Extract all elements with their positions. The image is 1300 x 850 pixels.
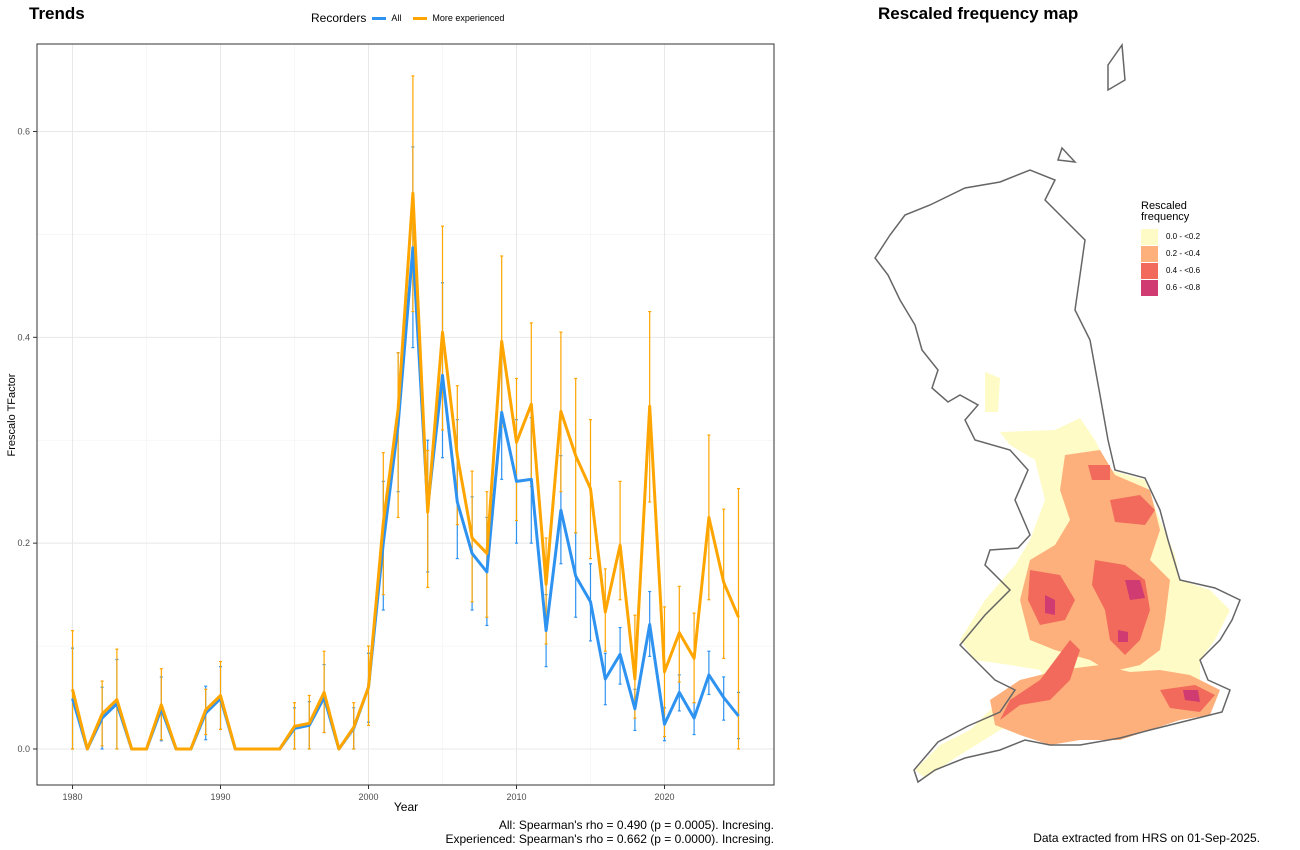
legend-item-all: All — [372, 13, 401, 23]
legend-swatch-experienced — [413, 16, 428, 20]
errorbar-more-experienced — [736, 488, 740, 750]
frequency-map — [874, 42, 1241, 784]
legend-title: Recorders — [311, 11, 367, 25]
x-tick-label: 2020 — [654, 792, 674, 802]
map-legend-label: 0.6 - <0.8 — [1166, 283, 1201, 292]
map-legend-swatch — [1141, 245, 1158, 262]
legend-label-all: All — [391, 13, 402, 23]
y-tick-label: 0.4 — [17, 332, 30, 342]
errorbar-more-experienced — [618, 480, 622, 601]
x-tick-label: 2000 — [358, 792, 378, 802]
map-legend-swatch — [1141, 262, 1158, 279]
legend-swatch-all — [372, 16, 387, 20]
stats-all-text: All: Spearman's rho = 0.490 (p = 0.0005)… — [498, 818, 774, 832]
map-legend-label: 0.2 - <0.4 — [1166, 249, 1201, 258]
trends-panel-title: Trends — [29, 4, 85, 23]
line-layer — [71, 191, 740, 751]
map-legend: Rescaled frequency 0.0 - <0.2 0.2 - <0.4… — [1141, 201, 1211, 296]
series-line-more-experienced — [71, 191, 740, 751]
x-tick-label: 1980 — [63, 792, 83, 802]
trend-chart: 1980 1990 2000 2010 2020 0.0 0.2 0.4 0.6 Year Fr… — [6, 43, 775, 814]
map-legend-swatch — [1141, 279, 1158, 296]
stats-experienced-text: Experienced: Spearman's rho = 0.662 (p =… — [445, 832, 775, 846]
map-legend-title: Rescaled frequency — [1141, 200, 1190, 223]
series-legend: Recorders All More experienced — [311, 11, 516, 25]
errorbar-more-experienced — [426, 449, 430, 589]
map-panel-title: Rescaled frequency map — [878, 4, 1079, 23]
legend-label-experienced: More experienced — [432, 13, 505, 23]
map-fill-high — [1045, 580, 1200, 702]
y-tick-label: 0.2 — [17, 538, 30, 548]
errorbar-more-experienced — [514, 377, 518, 522]
map-legend-row: 0.4 - <0.6 — [1141, 262, 1211, 279]
y-tick-label: 0.6 — [17, 126, 30, 136]
source-note: Data extracted from HRS on 01-Sep-2025. — [1033, 831, 1260, 845]
x-tick-label: 2010 — [506, 792, 526, 802]
coastline-outline — [874, 42, 1241, 784]
map-fill-mid-high — [1000, 465, 1215, 720]
plot-panel-background — [37, 44, 774, 785]
map-legend-label: 0.0 - <0.2 — [1166, 232, 1201, 241]
axis-layer: 1980 1990 2000 2010 2020 0.0 0.2 0.4 0.6 — [17, 126, 674, 802]
map-legend-row: 0.6 - <0.8 — [1141, 279, 1211, 296]
errorbar-more-experienced — [440, 225, 444, 431]
map-legend-swatch — [1141, 228, 1158, 245]
y-tick-label: 0.0 — [17, 744, 30, 754]
errorbar-all — [707, 650, 711, 696]
y-axis-title: Frescalo TFactor — [6, 373, 18, 456]
map-legend-row: 0.2 - <0.4 — [1141, 245, 1211, 262]
statistics-note: All: Spearman's rho = 0.490 (p = 0.0005)… — [174, 818, 775, 846]
legend-item-experienced: More experienced — [413, 13, 504, 23]
map-legend-label: 0.4 - <0.6 — [1166, 266, 1201, 275]
map-legend-row: 0.0 - <0.2 — [1141, 228, 1211, 245]
plot-panel-border — [36, 43, 775, 786]
x-axis-title: Year — [394, 800, 418, 814]
x-tick-label: 1990 — [210, 792, 230, 802]
